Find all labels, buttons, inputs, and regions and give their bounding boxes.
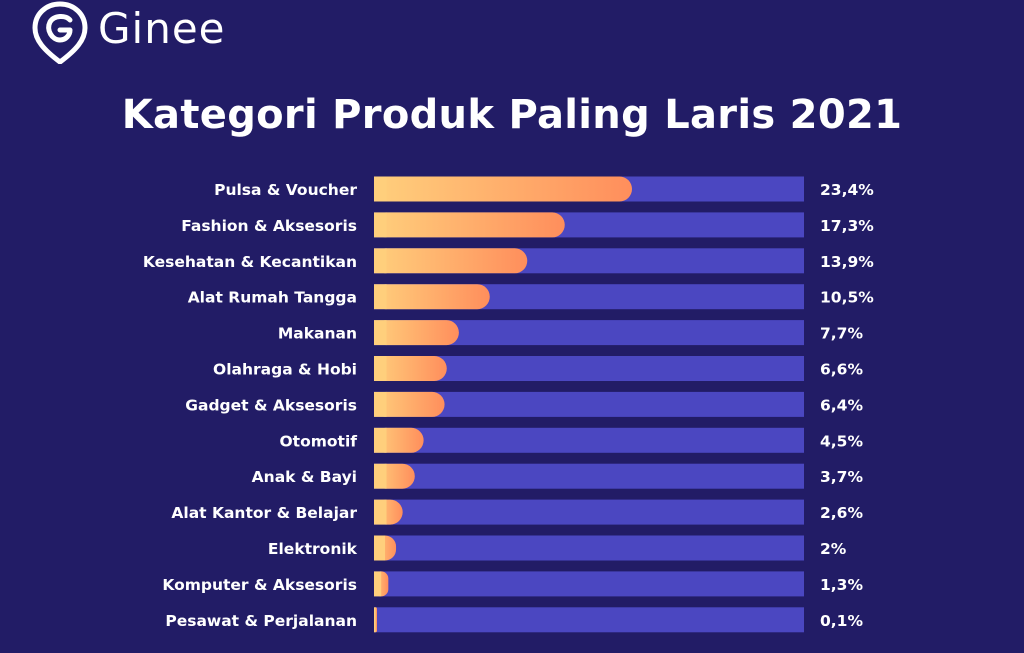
ginee-logo: Ginee (30, 0, 226, 64)
bar-left-edge (374, 427, 387, 453)
bar-left-edge (374, 212, 387, 238)
bar-left-edge (374, 571, 382, 597)
bar (374, 212, 565, 238)
value-label: 10,5% (820, 289, 874, 307)
bar-left-edge (374, 499, 387, 525)
category-label: Alat Rumah Tangga (188, 289, 357, 307)
chart-title: Kategori Produk Paling Laris 2021 (121, 92, 903, 138)
bar-left-edge (374, 463, 387, 489)
value-label: 2% (820, 540, 847, 558)
value-label: 23,4% (820, 181, 874, 199)
value-label: 2,6% (820, 504, 863, 522)
category-label: Alat Kantor & Belajar (171, 504, 357, 522)
category-label: Elektronik (268, 540, 358, 558)
bar-track (374, 499, 804, 525)
value-label: 0,1% (820, 612, 863, 630)
value-label: 17,3% (820, 217, 874, 235)
bar (374, 391, 445, 417)
bar (374, 284, 490, 310)
value-label: 6,6% (820, 361, 863, 379)
bar-track (374, 463, 804, 489)
bar-track (374, 571, 804, 597)
value-label: 3,7% (820, 468, 863, 486)
bar-track (374, 391, 804, 417)
bar (374, 176, 632, 202)
bar-track (374, 427, 804, 453)
brand-name: Ginee (98, 3, 226, 53)
bar-left-edge (374, 284, 387, 310)
bar (374, 356, 447, 381)
value-label: 6,4% (820, 396, 863, 414)
bar-left-edge (374, 607, 376, 633)
category-label: Pulsa & Voucher (214, 181, 357, 199)
bar-left-edge (374, 535, 386, 561)
bar-left-edge (374, 176, 387, 202)
category-label: Makanan (278, 325, 357, 343)
category-label: Fashion & Aksesoris (181, 217, 357, 235)
value-label: 1,3% (820, 576, 863, 594)
category-label: Otomotif (280, 432, 358, 450)
category-label: Anak & Bayi (252, 468, 357, 486)
value-label: 7,7% (820, 325, 863, 343)
category-label: Pesawat & Perjalanan (165, 612, 357, 630)
category-label: Komputer & Aksesoris (162, 576, 357, 594)
bar (374, 320, 459, 346)
bar-left-edge (374, 320, 387, 346)
bar-left-edge (374, 248, 387, 274)
bar-left-edge (374, 391, 387, 417)
bar-left-edge (374, 356, 387, 381)
bar-track (374, 607, 804, 633)
value-label: 4,5% (820, 432, 863, 450)
ginee-logo-icon (32, 1, 88, 64)
bar-track (374, 535, 804, 561)
category-label: Kesehatan & Kecantikan (143, 253, 357, 271)
bar (374, 248, 528, 274)
category-label: Gadget & Aksesoris (185, 396, 357, 414)
value-label: 13,9% (820, 253, 874, 271)
category-label: Olahraga & Hobi (213, 361, 357, 379)
